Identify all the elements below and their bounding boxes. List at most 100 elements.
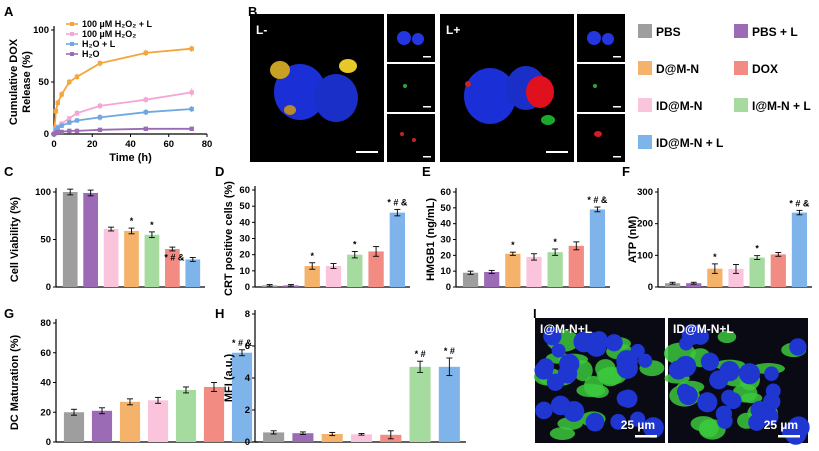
nucleus bbox=[543, 326, 562, 346]
nucleus bbox=[738, 363, 761, 385]
chart-c: 0 50 100 Cell Viability (%) * * * # & bbox=[9, 187, 205, 293]
data-point bbox=[59, 129, 64, 135]
bar-5 bbox=[165, 249, 180, 287]
y-tick-label: 100 bbox=[35, 187, 51, 198]
scale-bar bbox=[423, 56, 431, 58]
legend-marker-2 bbox=[70, 42, 74, 46]
nucleus bbox=[715, 405, 733, 422]
y-axis-label: Cumulative DOXRelease (%) bbox=[8, 38, 33, 125]
panel-label-D: D bbox=[215, 164, 224, 179]
x-tick-label: 0 bbox=[51, 139, 56, 150]
green-stain bbox=[549, 427, 575, 440]
legend-swatch-3 bbox=[734, 61, 748, 75]
y-tick-label: 200 bbox=[637, 219, 653, 230]
data-point bbox=[97, 115, 103, 120]
panel-label-B: B bbox=[248, 4, 257, 19]
i-scale-label-1: 25 µm bbox=[764, 418, 798, 432]
data-point bbox=[59, 92, 64, 97]
significance-mark-5: * # bbox=[415, 349, 426, 359]
nucleus bbox=[679, 336, 694, 351]
bar-0 bbox=[462, 272, 479, 287]
legend-marker-1 bbox=[70, 32, 74, 36]
chart-h: 0 2 4 6 8 MFI (a.u.) * # * # bbox=[223, 309, 466, 448]
nucleus bbox=[546, 373, 565, 391]
legend-marker-3 bbox=[70, 52, 74, 56]
nucleus bbox=[590, 332, 608, 349]
panel-b-images: L- L+ bbox=[250, 14, 625, 162]
legend-label-3: H₂O bbox=[82, 49, 100, 59]
b-left-red bbox=[387, 114, 435, 162]
legend-label-1: 100 µM H₂O₂ bbox=[82, 29, 136, 39]
data-point bbox=[74, 111, 80, 116]
bar-5 bbox=[568, 245, 584, 287]
legend-label-6: ID@M-N + L bbox=[656, 136, 723, 150]
nucleus bbox=[764, 366, 779, 381]
y-tick-label: 20 bbox=[239, 250, 250, 261]
legend-label-2: H₂O + L bbox=[82, 39, 116, 49]
data-point bbox=[74, 74, 80, 79]
b-right-label: L+ bbox=[446, 23, 460, 37]
nucleus bbox=[585, 412, 605, 432]
series-line-3 bbox=[53, 127, 192, 135]
b-right-main-blob-4 bbox=[465, 81, 471, 87]
scale-bar bbox=[613, 106, 621, 108]
bar-2 bbox=[707, 268, 723, 287]
y-tick-label: 100 bbox=[33, 25, 49, 36]
bar-5 bbox=[409, 366, 431, 442]
nucleus bbox=[534, 360, 554, 380]
bar-0 bbox=[664, 283, 681, 287]
nucleus bbox=[697, 392, 718, 413]
significance-mark-4: * bbox=[150, 220, 154, 230]
nucleus bbox=[748, 413, 766, 431]
y-tick-label: 30 bbox=[440, 235, 451, 246]
y-tick-label: 0 bbox=[46, 282, 51, 293]
y-tick-label: 0 bbox=[648, 282, 653, 293]
data-point bbox=[55, 125, 61, 130]
b-right-main-blob-3 bbox=[541, 115, 555, 125]
nucleus bbox=[551, 343, 566, 358]
panel-label-A: A bbox=[4, 4, 14, 19]
bar-4 bbox=[547, 252, 563, 287]
bar-3 bbox=[728, 268, 744, 287]
b-left-main-blob-3 bbox=[339, 59, 357, 73]
y-tick-label: 10 bbox=[440, 266, 451, 277]
bar-5 bbox=[368, 251, 384, 287]
scale-bar bbox=[635, 435, 657, 438]
bar-2 bbox=[119, 401, 141, 442]
y-tick-label: 300 bbox=[637, 187, 653, 198]
bar-2 bbox=[304, 265, 320, 287]
b-left-green-blob-0 bbox=[403, 84, 407, 88]
nucleus bbox=[630, 343, 645, 359]
significance-mark-4: * bbox=[553, 237, 557, 247]
i-label-1: ID@M-N+L bbox=[673, 322, 734, 336]
data-point bbox=[55, 100, 61, 105]
b-left-blue-blob-1 bbox=[412, 33, 424, 45]
data-point bbox=[143, 97, 148, 102]
nucleus bbox=[700, 352, 720, 371]
bar-3 bbox=[526, 256, 542, 287]
significance-mark-6: * # & bbox=[164, 252, 185, 262]
y-tick-label: 50 bbox=[239, 201, 250, 212]
data-point bbox=[53, 108, 59, 114]
b-left-label: L- bbox=[256, 23, 267, 37]
scale-bar bbox=[613, 156, 621, 158]
significance-mark-4: * bbox=[755, 244, 759, 254]
nucleus bbox=[559, 353, 580, 375]
bar-3 bbox=[147, 400, 169, 442]
green-stain bbox=[699, 419, 719, 438]
y-tick-label: 60 bbox=[239, 185, 250, 196]
data-point bbox=[143, 126, 148, 131]
nucleus bbox=[630, 411, 646, 427]
main-legend: PBS PBS + L D@M-N DOX ID@M-N I@M-N + L ID@M-N … bbox=[638, 24, 811, 150]
bar-6 bbox=[389, 212, 406, 287]
b-left-main-blob-2 bbox=[270, 61, 290, 79]
data-point bbox=[67, 120, 72, 125]
legend-label-1: PBS + L bbox=[752, 25, 798, 39]
b-right-blue-blob-0 bbox=[587, 31, 601, 45]
bar-4 bbox=[144, 234, 160, 287]
panel-label-G: G bbox=[4, 306, 14, 321]
bar-1 bbox=[686, 283, 702, 287]
y-tick-label: 0 bbox=[46, 437, 51, 448]
nucleus bbox=[789, 338, 807, 356]
